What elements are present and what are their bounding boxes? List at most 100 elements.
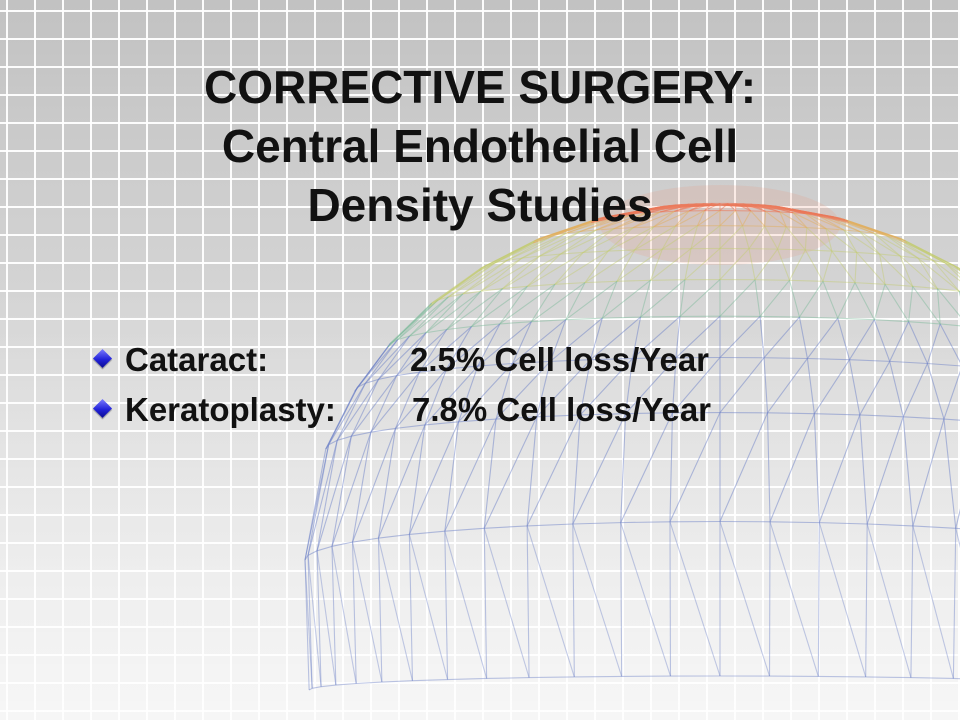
mesh-line xyxy=(884,283,913,287)
mesh-line xyxy=(837,282,856,319)
mesh-line xyxy=(477,321,532,367)
mesh-line xyxy=(899,255,914,287)
mesh-line xyxy=(419,326,472,373)
mesh-line xyxy=(419,368,447,373)
mesh-line xyxy=(912,525,954,679)
mesh-line xyxy=(843,229,860,233)
mesh-line xyxy=(364,339,399,384)
mesh-line xyxy=(409,293,464,337)
mesh-line xyxy=(806,227,827,230)
mesh-line xyxy=(690,225,699,249)
mesh-line xyxy=(331,546,357,684)
mesh-line xyxy=(613,211,661,230)
mesh-line xyxy=(446,326,472,370)
bullet-label: Cataract: xyxy=(125,341,269,378)
mesh-line xyxy=(572,414,581,525)
mesh-line xyxy=(908,286,914,322)
mesh-line xyxy=(530,284,556,322)
mesh-line xyxy=(640,279,686,318)
mesh-line xyxy=(539,231,581,257)
mesh-line xyxy=(804,213,827,230)
mesh-line xyxy=(767,358,808,414)
mesh-line xyxy=(818,414,861,523)
mesh-line xyxy=(649,248,663,281)
mesh-line xyxy=(331,436,352,547)
mesh-line xyxy=(789,249,806,281)
mesh-line xyxy=(536,361,551,417)
mesh-line xyxy=(633,226,654,229)
mesh-line xyxy=(486,238,539,266)
mesh-line xyxy=(953,265,960,271)
mesh-line xyxy=(527,523,573,527)
mesh-line xyxy=(390,302,433,344)
mesh-line xyxy=(905,240,960,269)
mesh-line xyxy=(549,319,567,362)
mesh-line xyxy=(583,250,609,253)
mesh-line xyxy=(521,255,540,259)
mesh-line xyxy=(865,676,911,679)
mesh-line xyxy=(408,424,426,535)
mesh-line xyxy=(378,332,427,380)
mesh-line xyxy=(494,259,507,264)
mesh-line xyxy=(807,357,850,361)
mesh-line xyxy=(429,267,482,307)
mesh-line xyxy=(506,232,567,261)
mesh-line xyxy=(937,288,960,318)
mesh-line xyxy=(748,225,766,249)
mesh-line xyxy=(512,321,532,364)
mesh-line xyxy=(539,253,561,257)
mesh-line xyxy=(447,677,487,681)
mesh-line xyxy=(906,242,960,272)
mesh-line xyxy=(539,229,597,257)
mesh-line xyxy=(424,421,459,426)
mesh-line xyxy=(719,204,787,211)
mesh-line xyxy=(560,228,615,255)
mesh-line xyxy=(742,210,752,227)
mesh-line xyxy=(697,210,721,227)
mesh-line xyxy=(499,285,528,325)
mesh-line xyxy=(412,678,448,682)
mesh-line xyxy=(579,358,634,416)
mesh-line xyxy=(792,212,827,230)
mesh-line xyxy=(395,424,425,429)
mesh-line xyxy=(634,225,676,251)
mesh-line xyxy=(866,523,912,678)
mesh-line xyxy=(397,299,439,341)
mesh-line xyxy=(873,232,901,257)
mesh-line xyxy=(856,251,880,255)
mesh-line xyxy=(502,255,541,290)
mesh-line xyxy=(429,302,433,307)
mesh-line xyxy=(316,436,352,551)
mesh-line xyxy=(912,525,956,529)
mesh-line xyxy=(653,225,676,228)
mesh-line xyxy=(763,316,800,359)
mesh-line xyxy=(378,533,410,539)
bullet-item-cataract: Cataract: 2.5% Cell loss/Year xyxy=(92,336,709,386)
mesh-line xyxy=(554,252,584,285)
mesh-line xyxy=(483,416,538,529)
mesh-line xyxy=(764,225,779,250)
mesh-line xyxy=(943,418,957,529)
mesh-line xyxy=(409,530,445,536)
mesh-line xyxy=(446,326,472,331)
mesh-line xyxy=(483,418,497,529)
mesh-line xyxy=(937,288,960,292)
mesh-line xyxy=(395,371,420,429)
mesh-line xyxy=(307,555,322,687)
mesh-line xyxy=(885,234,934,261)
mesh-line xyxy=(768,521,771,677)
mesh-line xyxy=(616,279,651,282)
mesh-line xyxy=(471,323,500,328)
mesh-line xyxy=(818,675,866,678)
mesh-line xyxy=(526,414,581,527)
mesh-line xyxy=(502,285,528,290)
mesh-line xyxy=(933,259,946,264)
mesh-line xyxy=(944,262,954,266)
mesh-line xyxy=(777,248,806,251)
mesh-line xyxy=(549,317,603,362)
mesh-line xyxy=(804,249,824,282)
mesh-line xyxy=(632,211,661,229)
mesh-line xyxy=(675,315,721,359)
bullet-label: Keratoplasty: xyxy=(125,391,336,428)
